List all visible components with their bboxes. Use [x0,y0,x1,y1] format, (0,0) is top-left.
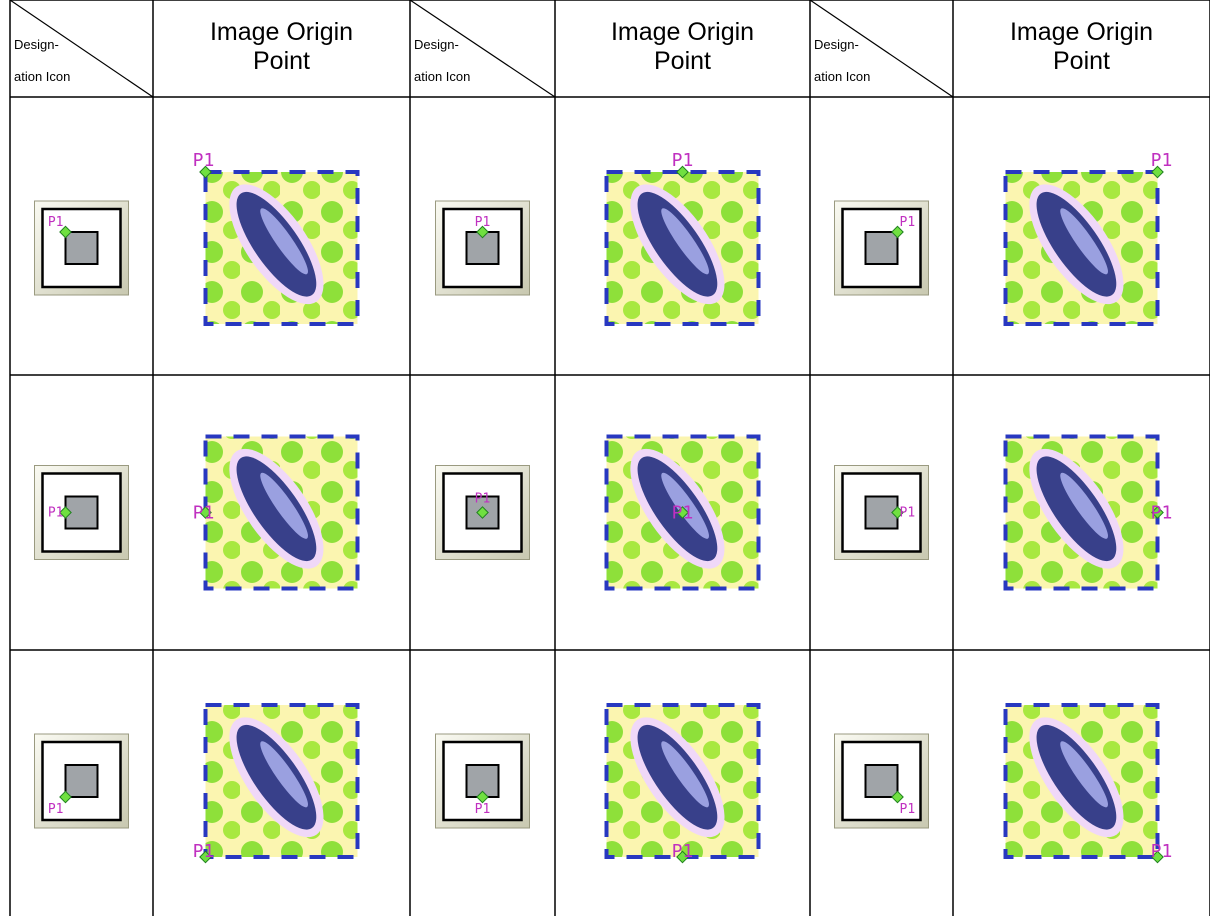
origin-point [199,506,212,519]
sample-image [203,170,360,326]
icon-origin-label: P1 [48,802,64,817]
image-dashed-border [203,170,360,326]
whale-belly [1060,741,1108,808]
image-dashed-border [604,434,761,591]
origin-point [891,506,904,519]
image-origin-label: P1 [193,150,215,171]
image-origin-label: P1 [193,841,215,862]
icon-square [64,231,99,265]
icon-origin-label: P1 [900,215,916,230]
icon-square [864,231,899,265]
whale-body [1036,724,1117,830]
icon-origin-label: P1 [48,215,64,230]
origin-point [676,850,689,864]
image-dashed-border [203,703,360,859]
designation-label: ation Icon [14,69,71,84]
whale-belly [661,741,709,808]
origin-point [59,506,72,519]
origin-point [1151,850,1164,864]
origin-point [1151,506,1164,519]
origin-point [476,506,489,519]
sample-image [604,170,761,326]
origin-point [891,790,904,804]
sample-image [1003,170,1160,326]
whale-body [637,724,718,830]
designation-label: ation Icon [414,69,471,84]
whale-body [1036,191,1117,297]
icon-origin-label: P1 [900,506,916,521]
icon-square [64,764,99,798]
origin-point [476,225,489,239]
sample-image [604,703,761,859]
image-origin-label: P1 [672,503,694,524]
designation-label: Design- [14,37,59,52]
icon-origin-label: P1 [48,506,64,521]
image-origin-label: P1 [672,150,694,171]
whale-belly [661,208,709,275]
sample-image [1003,703,1160,859]
icon-origin-label: P1 [900,802,916,817]
diagonal [409,0,556,98]
image-origin-label: P1 [1151,503,1173,524]
whale-body [236,456,317,562]
icon-square [864,764,899,798]
whale-belly [1060,472,1108,539]
origin-point [199,850,212,864]
whale-belly [260,472,308,539]
sample-image [203,434,360,591]
image-origin-header: Image Origin Point [610,18,755,75]
origin-point [59,790,72,804]
origin-point [891,225,904,239]
image-origin-header: Image Origin Point [209,18,354,75]
whale-belly [1060,208,1108,275]
diagonal [9,0,154,98]
icon-origin-label: P1 [475,492,491,507]
origin-point [199,165,212,179]
image-dashed-border [604,170,761,326]
image-origin-header: Image Origin Point [1009,18,1154,75]
origin-point [676,165,689,179]
whale-body [236,724,317,830]
sample-image [203,703,360,859]
icon-origin-label: P1 [475,215,491,230]
image-dashed-border [1003,170,1160,326]
origin-point [676,506,689,519]
image-origin-label: P1 [1151,841,1173,862]
whale-body [1036,456,1117,562]
image-origin-label: P1 [1151,150,1173,171]
diagonal [809,0,954,98]
image-dashed-border [1003,703,1160,859]
whale-belly [260,208,308,275]
whale-body [637,456,718,562]
designation-label: Design- [414,37,459,52]
icon-square [864,495,899,530]
origin-point [476,790,489,804]
whale-body [236,191,317,297]
icon-origin-label: P1 [475,802,491,817]
sample-image [1003,434,1160,591]
whale-body [637,191,718,297]
image-origin-label: P1 [672,841,694,862]
designation-label: Design- [814,37,859,52]
whale-belly [260,741,308,808]
origin-point [1151,165,1164,179]
designation-label: ation Icon [814,69,871,84]
origin-point [59,225,72,239]
whale-belly [661,472,709,539]
image-origin-label: P1 [193,503,215,524]
